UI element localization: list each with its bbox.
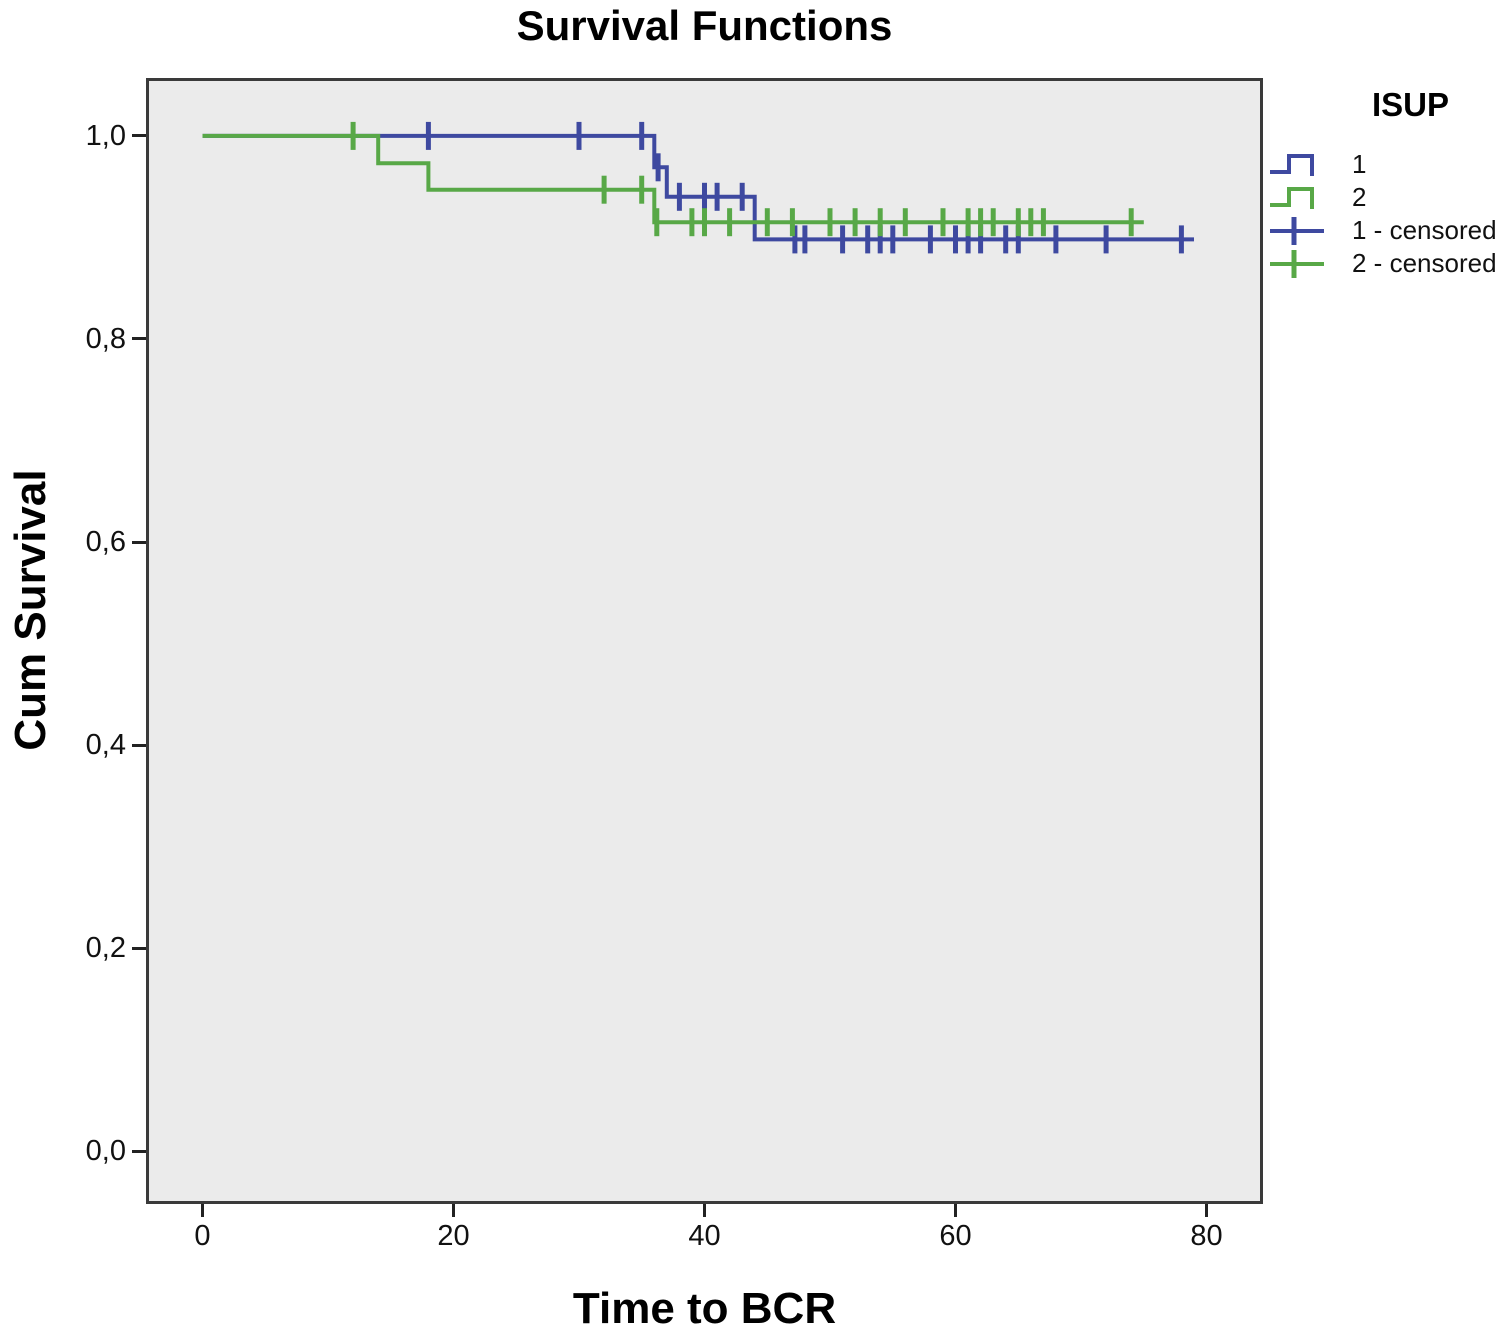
x-tick-mark [954, 1204, 957, 1217]
censored-marker-icon [1270, 216, 1324, 245]
x-tick-label: 0 [194, 1220, 211, 1252]
x-tick-mark [1205, 1204, 1209, 1217]
y-tick-mark [132, 946, 146, 950]
legend-entry-label: 2 - censored [1352, 248, 1497, 278]
y-tick-mark [132, 134, 146, 138]
x-axis-label: Time to BCR [572, 1284, 837, 1333]
y-tick-mark [132, 1149, 146, 1153]
plot-area [146, 78, 1263, 1204]
legend-entry: 1 [1268, 148, 1508, 181]
x-tick-label: 40 [688, 1220, 721, 1252]
y-tick-label: 0,4 [85, 729, 126, 762]
plot-frame [146, 78, 1263, 1204]
legend-entry: 1 - censored [1268, 214, 1508, 247]
y-tick-label: 0,2 [85, 932, 126, 965]
legend-entry-label: 2 [1352, 182, 1367, 212]
y-tick-label: 0,0 [85, 1135, 126, 1168]
step-line-icon [1270, 186, 1314, 209]
legend-entry-label: 1 - censored [1352, 215, 1497, 245]
y-tick-label: 1,0 [85, 119, 126, 152]
censored-marker-icon [1270, 249, 1324, 278]
y-axis-label: Cum Survival [6, 469, 55, 751]
chart-title: Survival Functions [516, 2, 893, 49]
x-tick-mark [703, 1204, 706, 1217]
legend-entry: 2 - censored [1268, 247, 1508, 280]
x-tick-label: 60 [939, 1220, 972, 1252]
y-tick-mark [132, 540, 146, 544]
x-tick-mark [451, 1204, 455, 1217]
legend-entry-label: 1 [1352, 149, 1367, 179]
y-tick-label: 0,8 [85, 322, 126, 355]
y-tick-mark [132, 337, 146, 341]
legend-entry: 2 [1268, 181, 1508, 214]
x-tick-label: 20 [437, 1220, 470, 1252]
x-tick-mark [200, 1204, 204, 1217]
y-tick-label: 0,6 [85, 526, 126, 558]
legend-title: ISUP [1372, 86, 1450, 123]
series-1-curve [202, 133, 1194, 242]
x-tick-label: 80 [1190, 1220, 1223, 1252]
y-tick-mark [132, 743, 146, 747]
step-line-icon [1270, 153, 1314, 176]
